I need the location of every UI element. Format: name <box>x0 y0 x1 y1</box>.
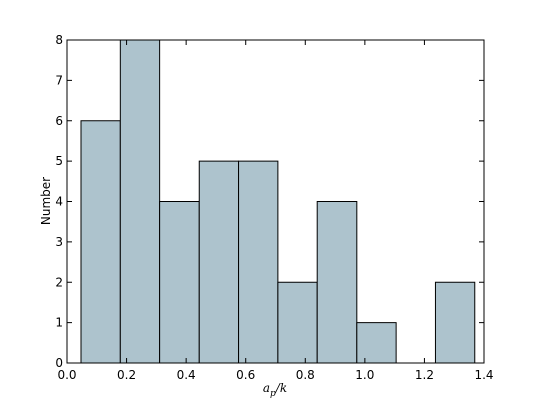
bar <box>316 201 358 364</box>
y-tick-label: 8 <box>55 33 63 47</box>
bar <box>238 160 279 364</box>
bar <box>159 201 200 364</box>
x-tick-label: 0.2 <box>117 368 136 382</box>
x-axis-label: ap/k <box>263 381 287 399</box>
x-tick-label: 0.4 <box>177 368 196 382</box>
y-tick-label: 2 <box>55 275 63 289</box>
y-axis-label: Number <box>39 177 53 225</box>
y-tick-label: 7 <box>55 73 63 87</box>
bar <box>198 160 240 364</box>
x-tick-label: 1.4 <box>474 368 493 382</box>
x-tick-label: 0.8 <box>296 368 315 382</box>
x-tick-label: 1.0 <box>355 368 374 382</box>
y-tick-label: 4 <box>55 195 63 209</box>
y-tick-label: 6 <box>55 114 63 128</box>
bar <box>434 281 476 364</box>
y-tick-label: 0 <box>55 356 63 370</box>
bar <box>356 322 397 364</box>
bar <box>119 39 161 364</box>
x-tick-label: 0.0 <box>57 368 76 382</box>
x-tick-label: 0.6 <box>236 368 255 382</box>
bar <box>277 281 318 364</box>
y-tick-label: 1 <box>55 316 63 330</box>
x-tick-label: 1.2 <box>415 368 434 382</box>
bar <box>80 120 121 364</box>
y-tick-label: 5 <box>55 154 63 168</box>
y-tick-label: 3 <box>55 235 63 249</box>
